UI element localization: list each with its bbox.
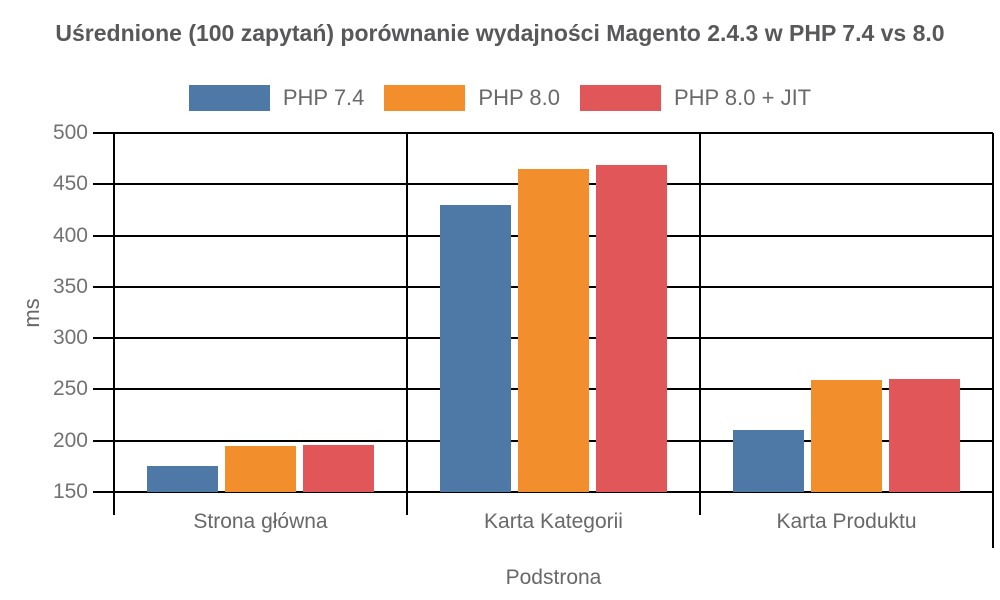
y-tick-label: 450 [52,172,88,196]
bar [733,430,804,492]
legend-swatch [384,85,466,111]
x-tick-label: Karta Produktu [776,510,917,533]
y-tick-label: 250 [52,377,88,401]
bar [596,164,667,492]
legend-label: PHP 8.0 [478,85,560,110]
legend-item: PHP 8.0 [384,85,560,111]
x-gridline [406,133,408,515]
y-tick-label: 500 [52,121,88,144]
legend: PHP 7.4 PHP 8.0 PHP 8.0 + JIT [0,85,1000,111]
y-tick-label: 350 [52,274,88,298]
bar [147,466,218,492]
x-axis-title: Podstrona [505,566,602,589]
y-tick-label: 300 [52,326,88,350]
bar [440,204,511,492]
y-gridline [93,132,993,134]
legend-swatch [579,85,661,111]
y-tick-label: 400 [52,223,88,247]
x-gridline [699,133,701,515]
legend-item: PHP 8.0 + JIT [579,85,812,111]
bar [303,444,374,492]
bar [889,379,960,492]
bar [811,380,882,492]
legend-item: PHP 7.4 [188,85,365,111]
legend-label: PHP 7.4 [282,85,365,110]
bar [518,168,589,492]
legend-label: PHP 8.0 + JIT [673,85,812,110]
x-tick-label: Strona główna [193,510,328,533]
y-axis-line [113,133,115,515]
x-tick-label: Karta Kategorii [484,510,623,533]
y-gridline [93,491,993,493]
legend-swatch [188,85,270,111]
y-tick-label: 200 [52,428,88,452]
chart-title: Uśrednione (100 zapytań) porównanie wyda… [55,20,945,46]
bar [225,445,296,492]
y-tick-label: 150 [52,480,88,503]
plot-right-border [992,133,994,548]
